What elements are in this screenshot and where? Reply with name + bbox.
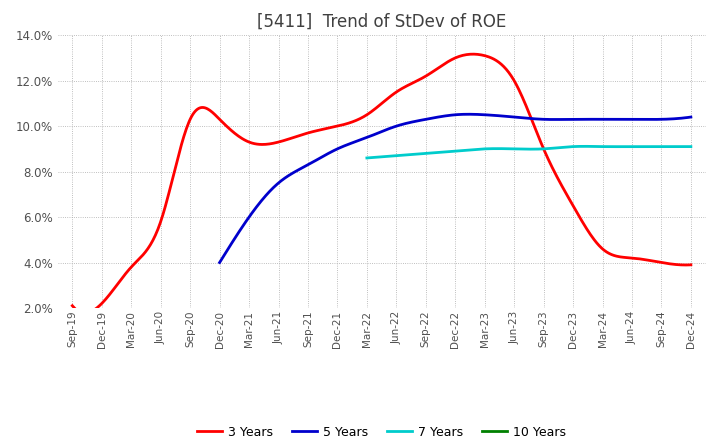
Title: [5411]  Trend of StDev of ROE: [5411] Trend of StDev of ROE <box>257 13 506 31</box>
Legend: 3 Years, 5 Years, 7 Years, 10 Years: 3 Years, 5 Years, 7 Years, 10 Years <box>192 421 572 440</box>
